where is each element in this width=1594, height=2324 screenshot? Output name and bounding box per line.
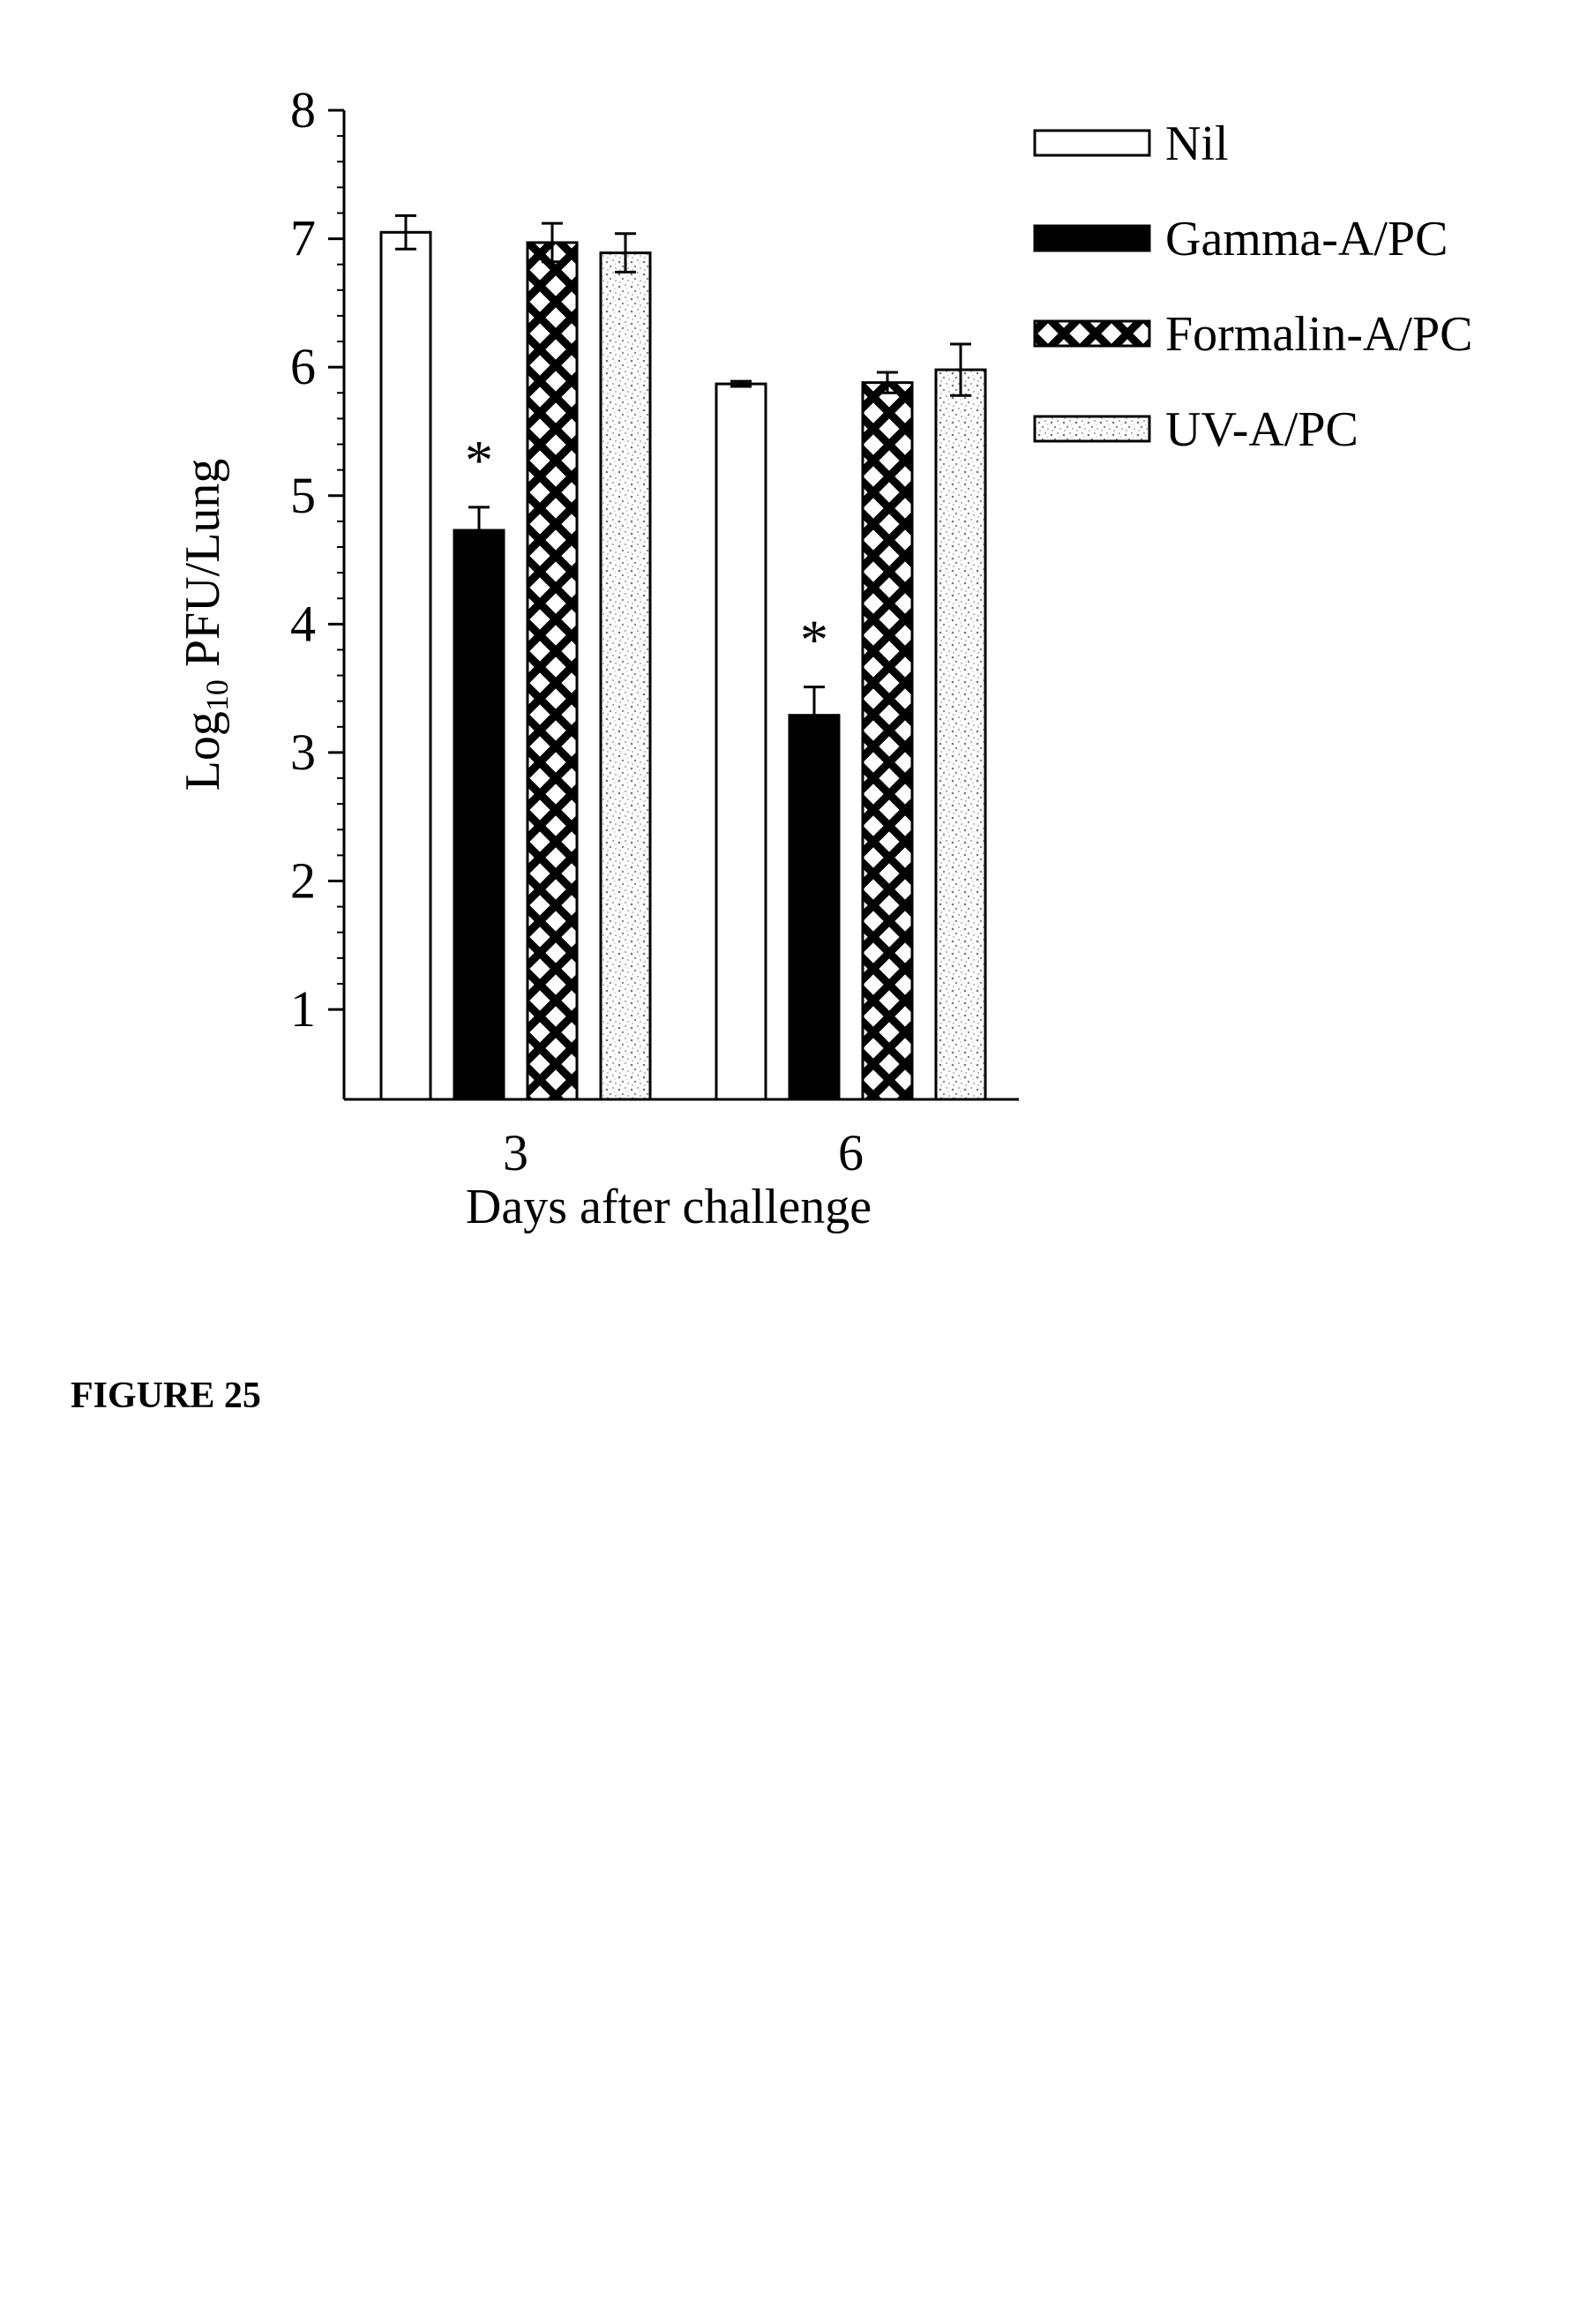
x-tick-label: 6 <box>838 1124 864 1181</box>
legend: Nil Gamma-A/PC Formalin-A/PC UV-A/PC <box>1035 116 1472 457</box>
y-axis-title: Log10 PFU/Lung <box>176 459 235 791</box>
legend-label-nil: Nil <box>1165 116 1229 171</box>
x-axis-title: Days after challenge <box>466 1180 872 1234</box>
bar-uv-a-pc-day-6 <box>936 370 985 1099</box>
y-axis-title-rest: PFU/Lung <box>176 459 230 680</box>
y-tick-label: 5 <box>290 467 316 524</box>
y-tick-label: 2 <box>290 852 316 910</box>
legend-item-formalin-a-pc: Formalin-A/PC <box>1035 307 1472 362</box>
legend-swatch-formalin-a-pc <box>1035 321 1149 346</box>
legend-item-uv-a-pc: UV-A/PC <box>1035 402 1358 457</box>
legend-swatch-uv-a-pc <box>1035 416 1149 441</box>
y-major-ticks <box>328 110 344 1009</box>
legend-swatch-nil <box>1035 131 1149 155</box>
x-tick-labels: 36 <box>503 1124 864 1181</box>
bar-gamma-a-pc-day-6 <box>790 716 839 1099</box>
y-tick-label: 1 <box>290 980 316 1038</box>
y-tick-label: 4 <box>290 595 316 652</box>
legend-item-nil: Nil <box>1035 116 1229 171</box>
legend-label-formalin-a-pc: Formalin-A/PC <box>1165 307 1472 362</box>
y-tick-label: 7 <box>290 210 316 267</box>
legend-swatch-gamma-a-pc <box>1035 226 1149 251</box>
y-tick-label: 8 <box>290 81 316 139</box>
bars <box>381 232 985 1099</box>
x-tick-label: 3 <box>503 1124 528 1181</box>
bar-formalin-a-pc-day-6 <box>863 383 912 1099</box>
y-tick-label: 6 <box>290 338 316 395</box>
bar-formalin-a-pc-day-3 <box>528 243 577 1099</box>
legend-item-gamma-a-pc: Gamma-A/PC <box>1035 212 1448 266</box>
bar-gamma-a-pc-day-3 <box>454 530 504 1099</box>
y-tick-label: 3 <box>290 723 316 781</box>
bar-nil-day-6 <box>716 384 766 1099</box>
legend-label-uv-a-pc: UV-A/PC <box>1165 402 1358 457</box>
y-tick-labels: 1 2 3 4 5 6 7 8 <box>290 81 316 1038</box>
y-axis-title-main: Log <box>176 711 230 791</box>
bar-uv-a-pc-day-3 <box>601 253 650 1099</box>
significance-asterisk: * <box>465 429 493 491</box>
bar-nil-day-3 <box>381 232 430 1099</box>
y-axis-title-subscript: 10 <box>199 679 235 711</box>
significance-asterisk: * <box>800 609 828 671</box>
legend-label-gamma-a-pc: Gamma-A/PC <box>1165 212 1448 266</box>
figure-label: FIGURE 25 <box>71 1375 261 1417</box>
